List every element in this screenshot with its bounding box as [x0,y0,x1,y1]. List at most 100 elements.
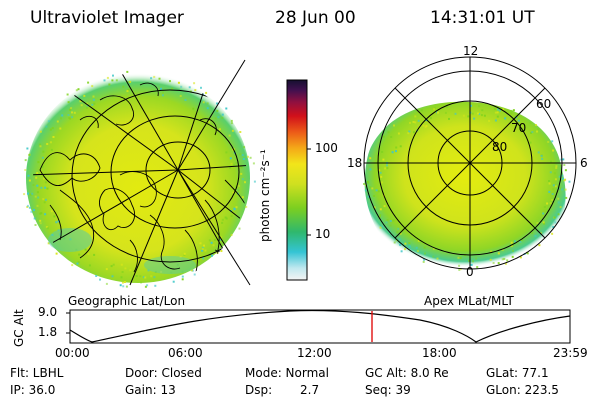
aurora-speckle-dot [70,107,73,110]
aurora-speckle-dot [235,206,238,209]
aurora-speckle-dot [549,171,552,174]
aurora-speckle-dot [530,132,532,134]
aurora-speckle-dot [423,258,426,261]
aurora-speckle-dot [219,238,222,241]
aurora-speckle-dot [537,151,540,154]
aurora-speckle-dot [212,244,215,247]
aurora-speckle-dot [503,257,506,260]
aurora-speckle-dot [540,231,543,234]
aurora-speckle-dot [424,252,426,255]
aurora-speckle-dot [240,172,243,175]
aurora-speckle-dot [28,179,31,182]
aurora-speckle-dot [55,221,58,224]
time-tick-0600: 06:00 [168,346,203,360]
time-tick-1200: 12:00 [297,346,332,360]
aurora-speckle-dot [59,127,62,130]
geographic-map [23,59,256,288]
aurora-speckle-dot [561,174,564,177]
aurora-speckle-dot [228,134,231,137]
aurora-speckle-dot [127,88,130,91]
aurora-speckle-dot [371,187,374,190]
aurora-speckle-dot [497,108,499,111]
aurora-speckle-dot [550,160,552,163]
aurora-speckle-dot [367,181,370,184]
aurora-speckle-dot [33,217,36,220]
aurora-speckle-dot [218,128,221,131]
aurora-speckle-dot [121,271,124,273]
aurora-speckle-dot [382,135,385,138]
aurora-speckle-dot [26,147,29,150]
aurora-speckle-dot [548,190,551,193]
aurora-speckle-dot [183,252,186,255]
aurora-speckle-dot [534,234,537,237]
aurora-speckle-dot [86,104,89,107]
aurora-speckle-dot [87,252,90,255]
aurora-speckle-dot [552,149,555,152]
aurora-speckle-dot [162,91,164,94]
aurora-speckle-dot [425,125,428,127]
latitude-line [71,89,247,263]
aurora-speckle-dot [221,116,224,119]
aurora-speckle-dot [210,241,213,244]
aurora-speckle-dot [45,226,48,228]
aurora-speckle-dot [32,184,35,186]
aurora-speckle-dot [493,107,496,110]
aurora-speckle-dot [391,151,394,154]
aurora-speckle-dot [541,157,544,160]
aurora-speckle-dot [546,202,549,205]
aurora-speckle-dot [92,95,95,98]
aurora-speckle-dot [557,213,560,216]
longitude-line [129,169,179,286]
aurora-speckle-dot [535,124,537,126]
aurora-speckle-dot [553,216,556,219]
aurora-speckle-dot [462,114,465,117]
mlat-label-80: 80 [492,140,508,154]
aurora-speckle-dot [75,89,78,92]
aurora-speckle-dot [399,243,402,246]
aurora-speckle-dot [538,244,541,247]
aurora-speckle-dot [38,143,41,146]
aurora-speckle-dot [199,242,202,245]
aurora-speckle-dot [181,275,184,278]
time-tick-2359: 23:59 [553,346,588,360]
aurora-speckle-dot [230,215,233,217]
aurora-speckle-dot [436,257,439,260]
aurora-speckle-dot [92,98,95,101]
aurora-speckle-dot [24,169,27,171]
aurora-speckle-dot [29,193,32,196]
aurora-speckle-dot [225,151,228,154]
aurora-speckle-dot [69,108,72,111]
aurora-speckle-dot [387,131,390,134]
aurora-speckle-dot [412,121,415,123]
aurora-speckle-dot [208,120,211,123]
longitude-line [39,169,179,251]
latitude-line [145,141,211,199]
longitude-line [177,169,251,286]
aurora-speckle-dot [201,246,204,249]
aurora-speckle-dot [554,221,557,224]
aurora-speckle-dot [471,112,474,115]
aurora-speckle-dot [384,167,387,170]
aurora-speckle-dot [393,241,396,244]
aurora-speckle-dot [554,178,557,181]
aurora-speckle-dot [555,165,558,168]
aurora-speckle-dot [26,206,29,208]
aurora-speckle-dot [395,150,397,153]
aurora-speckle-dot [496,111,499,114]
aurora-speckle-dot [397,227,400,230]
aurora-speckle-dot [363,183,365,185]
aurora-speckle-dot [232,191,235,194]
aurora-speckle-dot [564,188,567,191]
aurora-speckle-dot [77,88,80,91]
aurora-speckle-dot [233,207,236,210]
aurora-speckle-dot [67,101,70,104]
aurora-speckle-dot [39,222,42,225]
aurora-speckle-dot [557,197,560,200]
aurora-speckle-dot [379,214,382,216]
aurora-speckle-dot [51,127,54,130]
mode-info: Mode: Normal [245,366,329,380]
aurora-speckle-dot [510,245,513,248]
aurora-speckle-dot [415,246,418,249]
mlt-label-18: 18 [347,156,363,170]
aurora-speckle-dot [91,85,94,88]
